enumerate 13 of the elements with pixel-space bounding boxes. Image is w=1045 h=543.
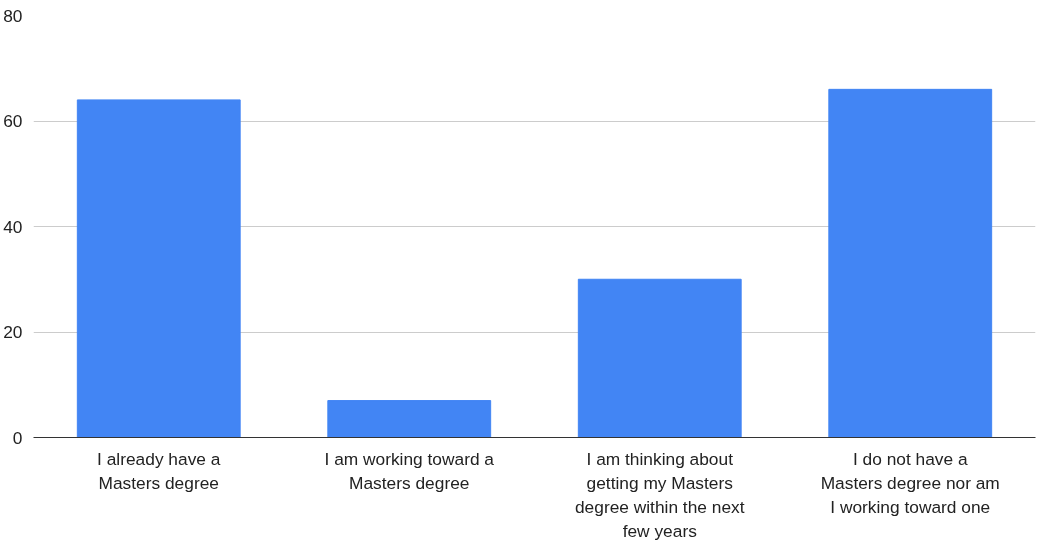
x-tick-label: I am working toward a Masters degree	[324, 448, 495, 493]
y-tick-label: 60	[3, 111, 23, 131]
x-tick-label: I already have a Masters degree	[97, 448, 221, 493]
bar	[577, 278, 742, 438]
bar	[327, 400, 492, 438]
x-tick-label: I do not have a Masters degree nor am I working toward one	[820, 448, 1000, 517]
bar	[828, 88, 993, 438]
y-tick-label: 40	[3, 216, 23, 237]
y-tick-label: 0	[12, 427, 23, 448]
y-tick-label: 80	[3, 5, 23, 26]
bar	[76, 99, 241, 438]
y-tick-label: 20	[3, 322, 23, 342]
x-tick-label: I am thinking about getting my Masters degree within the next few years	[574, 448, 745, 541]
